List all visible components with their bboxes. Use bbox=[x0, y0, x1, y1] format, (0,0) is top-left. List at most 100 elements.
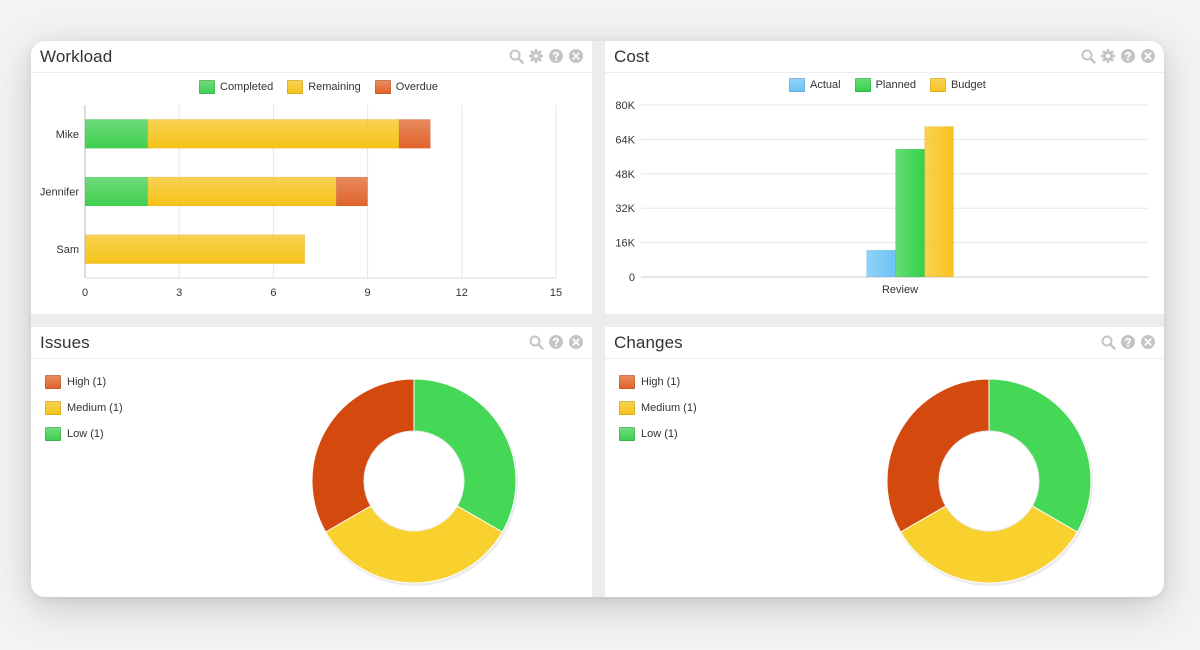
issues-donut-chart bbox=[311, 378, 518, 586]
legend-item-medium[interactable]: Medium (1) bbox=[45, 401, 123, 415]
panel-toolbar bbox=[1100, 334, 1156, 350]
help-icon[interactable] bbox=[548, 334, 564, 350]
workload-panel: Workload Completed Remaining Overdue 0 3 6… bbox=[31, 41, 592, 314]
help-icon[interactable] bbox=[1120, 334, 1136, 350]
search-icon[interactable] bbox=[1080, 48, 1096, 64]
x-tick-label: 12 bbox=[456, 287, 468, 299]
legend-swatch bbox=[374, 80, 391, 94]
workload-panel-header: Workload bbox=[31, 41, 592, 73]
y-tick-label: Mike bbox=[56, 129, 79, 141]
gear-icon[interactable] bbox=[1100, 48, 1116, 64]
x-tick-label: 15 bbox=[550, 287, 562, 299]
legend-swatch bbox=[45, 401, 61, 415]
y-tick-label: Jennifer bbox=[40, 187, 79, 199]
panel-toolbar bbox=[1080, 48, 1156, 64]
legend-label: Actual bbox=[810, 79, 841, 91]
legend-swatch bbox=[619, 401, 635, 415]
issues-panel: Issues High (1) Medium (1) Low (1) bbox=[31, 327, 592, 597]
legend-label: Low (1) bbox=[641, 428, 678, 440]
bar-actual[interactable] bbox=[866, 249, 896, 278]
search-icon[interactable] bbox=[508, 48, 524, 64]
close-icon[interactable] bbox=[1140, 48, 1156, 64]
legend-item-actual[interactable]: Actual bbox=[789, 78, 841, 92]
donut-legend: High (1) Medium (1) Low (1) bbox=[45, 375, 123, 441]
legend-swatch bbox=[854, 78, 871, 92]
legend-label: Remaining bbox=[308, 81, 361, 93]
search-icon[interactable] bbox=[528, 334, 544, 350]
donut-hole bbox=[363, 430, 465, 532]
grid-lines bbox=[641, 104, 1148, 278]
panel-toolbar bbox=[528, 334, 584, 350]
help-icon[interactable] bbox=[1120, 48, 1136, 64]
legend-label: Medium (1) bbox=[67, 402, 123, 414]
bar-planned[interactable] bbox=[895, 148, 925, 278]
cost-chart: 0 16K 32K 48K 64K 80K Review bbox=[615, 100, 1148, 296]
legend-item-budget[interactable]: Budget bbox=[929, 78, 986, 92]
y-tick-label: 32K bbox=[615, 203, 635, 215]
legend-label: Budget bbox=[950, 79, 986, 91]
panel-title: Workload bbox=[40, 47, 113, 66]
bar-overdue-mike[interactable] bbox=[398, 119, 431, 149]
panel-title: Cost bbox=[614, 47, 650, 66]
changes-panel-header: Changes bbox=[605, 327, 1164, 359]
legend-item-completed[interactable]: Completed bbox=[199, 80, 273, 94]
legend-swatch bbox=[789, 78, 805, 92]
y-tick-label: 80K bbox=[615, 100, 635, 112]
legend-item-low[interactable]: Low (1) bbox=[619, 427, 697, 441]
legend-item-high[interactable]: High (1) bbox=[619, 375, 697, 389]
chart-legend: Completed Remaining Overdue bbox=[199, 80, 438, 94]
x-tick-label: 9 bbox=[365, 287, 371, 299]
x-tick-label: 3 bbox=[176, 287, 182, 299]
y-tick-label: 0 bbox=[629, 272, 635, 284]
x-tick-label: Review bbox=[882, 284, 918, 296]
bar-budget[interactable] bbox=[924, 126, 954, 278]
gear-icon[interactable] bbox=[528, 48, 544, 64]
legend-item-remaining[interactable]: Remaining bbox=[287, 80, 361, 94]
legend-label: Low (1) bbox=[67, 428, 104, 440]
legend-item-medium[interactable]: Medium (1) bbox=[619, 401, 697, 415]
legend-swatch bbox=[199, 80, 215, 94]
legend-item-low[interactable]: Low (1) bbox=[45, 427, 123, 441]
help-icon[interactable] bbox=[548, 48, 564, 64]
legend-swatch bbox=[45, 427, 61, 441]
changes-donut-chart bbox=[886, 378, 1093, 586]
legend-item-planned[interactable]: Planned bbox=[854, 78, 916, 92]
close-icon[interactable] bbox=[568, 334, 584, 350]
y-tick-label: Sam bbox=[56, 244, 79, 256]
legend-swatch bbox=[619, 375, 635, 389]
y-tick-label: 16K bbox=[615, 238, 635, 250]
panel-title: Issues bbox=[40, 333, 90, 352]
donut-legend: High (1) Medium (1) Low (1) bbox=[619, 375, 697, 441]
legend-label: Completed bbox=[220, 81, 274, 93]
y-tick-label: 48K bbox=[615, 169, 635, 181]
search-icon[interactable] bbox=[1100, 334, 1116, 350]
legend-swatch bbox=[619, 427, 635, 441]
legend-label: Overdue bbox=[395, 81, 438, 93]
legend-swatch bbox=[929, 78, 946, 92]
legend-label: Planned bbox=[875, 79, 916, 91]
cost-panel-header: Cost bbox=[605, 41, 1164, 73]
donut-hole bbox=[938, 430, 1040, 532]
bar-remaining-mike[interactable] bbox=[147, 119, 400, 149]
workload-chart: 0 3 6 9 12 15 Mike Jennifer Sam bbox=[40, 105, 562, 299]
legend-swatch bbox=[287, 80, 304, 94]
x-tick-label: 0 bbox=[82, 287, 88, 299]
close-icon[interactable] bbox=[1140, 334, 1156, 350]
chart-legend: Actual Planned Budget bbox=[789, 78, 986, 92]
bar-remaining-jennifer[interactable] bbox=[147, 176, 337, 207]
legend-label: Medium (1) bbox=[641, 402, 697, 414]
issues-panel-header: Issues bbox=[31, 327, 592, 359]
bar-remaining-sam[interactable] bbox=[84, 234, 306, 264]
bar-completed-mike[interactable] bbox=[84, 119, 149, 149]
close-icon[interactable] bbox=[568, 48, 584, 64]
changes-panel: Changes High (1) Medium (1) Low (1) bbox=[605, 327, 1164, 597]
bar-completed-jennifer[interactable] bbox=[84, 176, 149, 207]
bar-overdue-jennifer[interactable] bbox=[335, 176, 368, 207]
y-tick-label: 64K bbox=[615, 134, 635, 146]
legend-swatch bbox=[45, 375, 61, 389]
legend-label: High (1) bbox=[67, 376, 107, 388]
legend-item-high[interactable]: High (1) bbox=[45, 375, 123, 389]
legend-item-overdue[interactable]: Overdue bbox=[374, 80, 438, 94]
dashboard-frame: Workload Completed Remaining Overdue 0 3 6… bbox=[31, 41, 1164, 597]
cost-panel: Cost Actual Planned Budget 0 16K 32K 48K 64K… bbox=[605, 41, 1164, 314]
